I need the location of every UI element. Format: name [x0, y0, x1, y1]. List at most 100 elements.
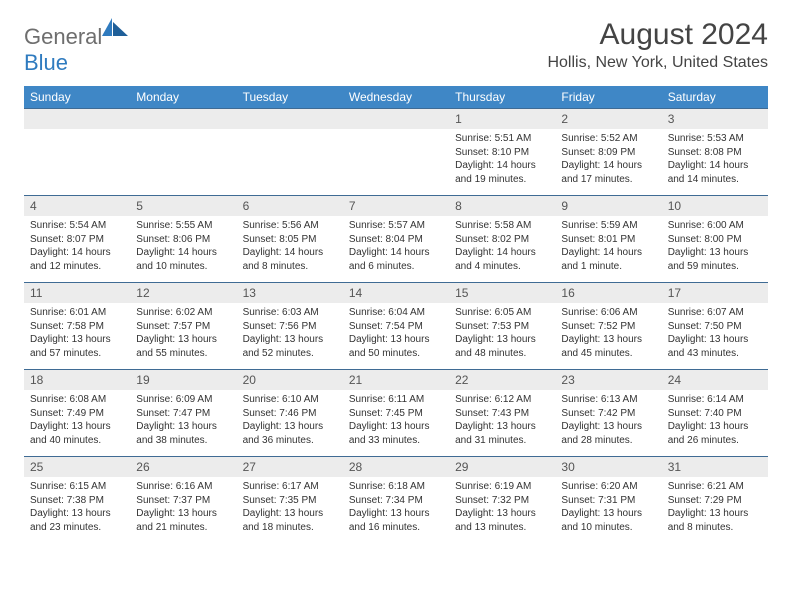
logo-text-general: General: [24, 24, 102, 49]
day-content: Sunrise: 6:08 AMSunset: 7:49 PMDaylight:…: [24, 390, 130, 453]
calendar-day-cell: 1Sunrise: 5:51 AMSunset: 8:10 PMDaylight…: [449, 109, 555, 196]
day-number: 2: [555, 109, 661, 129]
day-number: 4: [24, 196, 130, 216]
calendar-day-cell: 17Sunrise: 6:07 AMSunset: 7:50 PMDayligh…: [662, 283, 768, 370]
day-number: 16: [555, 283, 661, 303]
calendar-day-cell: [237, 109, 343, 196]
day-number: 22: [449, 370, 555, 390]
calendar-body: 1Sunrise: 5:51 AMSunset: 8:10 PMDaylight…: [24, 109, 768, 544]
day-header: Thursday: [449, 86, 555, 109]
day-number: 12: [130, 283, 236, 303]
day-number: 9: [555, 196, 661, 216]
logo-sail-icon: [102, 18, 128, 36]
day-number: 13: [237, 283, 343, 303]
day-number: 11: [24, 283, 130, 303]
calendar-day-cell: 13Sunrise: 6:03 AMSunset: 7:56 PMDayligh…: [237, 283, 343, 370]
calendar-day-cell: 31Sunrise: 6:21 AMSunset: 7:29 PMDayligh…: [662, 457, 768, 544]
logo-text: General Blue: [24, 24, 128, 76]
calendar-day-cell: [24, 109, 130, 196]
day-content: Sunrise: 6:02 AMSunset: 7:57 PMDaylight:…: [130, 303, 236, 366]
day-content: Sunrise: 5:57 AMSunset: 8:04 PMDaylight:…: [343, 216, 449, 279]
calendar-day-cell: 26Sunrise: 6:16 AMSunset: 7:37 PMDayligh…: [130, 457, 236, 544]
day-content: Sunrise: 6:04 AMSunset: 7:54 PMDaylight:…: [343, 303, 449, 366]
calendar-day-cell: 6Sunrise: 5:56 AMSunset: 8:05 PMDaylight…: [237, 196, 343, 283]
day-number: 3: [662, 109, 768, 129]
day-header: Monday: [130, 86, 236, 109]
day-content: Sunrise: 6:17 AMSunset: 7:35 PMDaylight:…: [237, 477, 343, 540]
day-header: Wednesday: [343, 86, 449, 109]
calendar-day-cell: 30Sunrise: 6:20 AMSunset: 7:31 PMDayligh…: [555, 457, 661, 544]
day-number: 5: [130, 196, 236, 216]
calendar-day-cell: [130, 109, 236, 196]
day-number: 6: [237, 196, 343, 216]
day-number: 29: [449, 457, 555, 477]
day-number: 20: [237, 370, 343, 390]
day-number: 26: [130, 457, 236, 477]
day-content: Sunrise: 6:05 AMSunset: 7:53 PMDaylight:…: [449, 303, 555, 366]
calendar-day-cell: 12Sunrise: 6:02 AMSunset: 7:57 PMDayligh…: [130, 283, 236, 370]
calendar-day-cell: 21Sunrise: 6:11 AMSunset: 7:45 PMDayligh…: [343, 370, 449, 457]
calendar-day-cell: 24Sunrise: 6:14 AMSunset: 7:40 PMDayligh…: [662, 370, 768, 457]
day-content: Sunrise: 6:00 AMSunset: 8:00 PMDaylight:…: [662, 216, 768, 279]
day-header: Tuesday: [237, 86, 343, 109]
day-number: 18: [24, 370, 130, 390]
day-content: Sunrise: 6:10 AMSunset: 7:46 PMDaylight:…: [237, 390, 343, 453]
day-content: Sunrise: 5:55 AMSunset: 8:06 PMDaylight:…: [130, 216, 236, 279]
day-content: Sunrise: 6:21 AMSunset: 7:29 PMDaylight:…: [662, 477, 768, 540]
day-content: Sunrise: 5:58 AMSunset: 8:02 PMDaylight:…: [449, 216, 555, 279]
calendar-table: Sunday Monday Tuesday Wednesday Thursday…: [24, 86, 768, 543]
day-content: Sunrise: 6:18 AMSunset: 7:34 PMDaylight:…: [343, 477, 449, 540]
day-number: 14: [343, 283, 449, 303]
calendar-day-cell: 28Sunrise: 6:18 AMSunset: 7:34 PMDayligh…: [343, 457, 449, 544]
month-title: August 2024: [547, 18, 768, 52]
calendar-week-row: 25Sunrise: 6:15 AMSunset: 7:38 PMDayligh…: [24, 457, 768, 544]
page-header: General Blue August 2024 Hollis, New Yor…: [24, 18, 768, 76]
calendar-day-cell: [343, 109, 449, 196]
day-number: 31: [662, 457, 768, 477]
day-content: Sunrise: 5:52 AMSunset: 8:09 PMDaylight:…: [555, 129, 661, 192]
calendar-day-cell: 27Sunrise: 6:17 AMSunset: 7:35 PMDayligh…: [237, 457, 343, 544]
location-label: Hollis, New York, United States: [547, 54, 768, 72]
day-number: 28: [343, 457, 449, 477]
title-block: August 2024 Hollis, New York, United Sta…: [547, 18, 768, 72]
day-number: 10: [662, 196, 768, 216]
calendar-day-cell: 16Sunrise: 6:06 AMSunset: 7:52 PMDayligh…: [555, 283, 661, 370]
day-content: Sunrise: 5:56 AMSunset: 8:05 PMDaylight:…: [237, 216, 343, 279]
calendar-day-cell: 18Sunrise: 6:08 AMSunset: 7:49 PMDayligh…: [24, 370, 130, 457]
day-number: 7: [343, 196, 449, 216]
day-number: 21: [343, 370, 449, 390]
day-content: Sunrise: 6:13 AMSunset: 7:42 PMDaylight:…: [555, 390, 661, 453]
day-content: Sunrise: 6:11 AMSunset: 7:45 PMDaylight:…: [343, 390, 449, 453]
day-number: 1: [449, 109, 555, 129]
calendar-header-row: Sunday Monday Tuesday Wednesday Thursday…: [24, 86, 768, 109]
day-number: 15: [449, 283, 555, 303]
calendar-day-cell: 23Sunrise: 6:13 AMSunset: 7:42 PMDayligh…: [555, 370, 661, 457]
calendar-day-cell: 11Sunrise: 6:01 AMSunset: 7:58 PMDayligh…: [24, 283, 130, 370]
calendar-day-cell: 7Sunrise: 5:57 AMSunset: 8:04 PMDaylight…: [343, 196, 449, 283]
day-content: Sunrise: 6:19 AMSunset: 7:32 PMDaylight:…: [449, 477, 555, 540]
calendar-day-cell: 15Sunrise: 6:05 AMSunset: 7:53 PMDayligh…: [449, 283, 555, 370]
day-content: Sunrise: 5:54 AMSunset: 8:07 PMDaylight:…: [24, 216, 130, 279]
calendar-page: General Blue August 2024 Hollis, New Yor…: [0, 0, 792, 553]
day-content: Sunrise: 6:01 AMSunset: 7:58 PMDaylight:…: [24, 303, 130, 366]
day-number: 27: [237, 457, 343, 477]
day-content: Sunrise: 6:09 AMSunset: 7:47 PMDaylight:…: [130, 390, 236, 453]
calendar-day-cell: 29Sunrise: 6:19 AMSunset: 7:32 PMDayligh…: [449, 457, 555, 544]
day-content: Sunrise: 5:51 AMSunset: 8:10 PMDaylight:…: [449, 129, 555, 192]
calendar-week-row: 18Sunrise: 6:08 AMSunset: 7:49 PMDayligh…: [24, 370, 768, 457]
calendar-day-cell: 2Sunrise: 5:52 AMSunset: 8:09 PMDaylight…: [555, 109, 661, 196]
day-content: Sunrise: 6:07 AMSunset: 7:50 PMDaylight:…: [662, 303, 768, 366]
day-content: Sunrise: 5:59 AMSunset: 8:01 PMDaylight:…: [555, 216, 661, 279]
day-content: Sunrise: 6:03 AMSunset: 7:56 PMDaylight:…: [237, 303, 343, 366]
calendar-week-row: 4Sunrise: 5:54 AMSunset: 8:07 PMDaylight…: [24, 196, 768, 283]
day-number: 23: [555, 370, 661, 390]
day-number: 8: [449, 196, 555, 216]
calendar-week-row: 1Sunrise: 5:51 AMSunset: 8:10 PMDaylight…: [24, 109, 768, 196]
calendar-day-cell: 25Sunrise: 6:15 AMSunset: 7:38 PMDayligh…: [24, 457, 130, 544]
calendar-week-row: 11Sunrise: 6:01 AMSunset: 7:58 PMDayligh…: [24, 283, 768, 370]
day-header: Friday: [555, 86, 661, 109]
day-number: 30: [555, 457, 661, 477]
logo: General Blue: [24, 18, 128, 76]
calendar-day-cell: 19Sunrise: 6:09 AMSunset: 7:47 PMDayligh…: [130, 370, 236, 457]
logo-text-blue: Blue: [24, 50, 68, 75]
